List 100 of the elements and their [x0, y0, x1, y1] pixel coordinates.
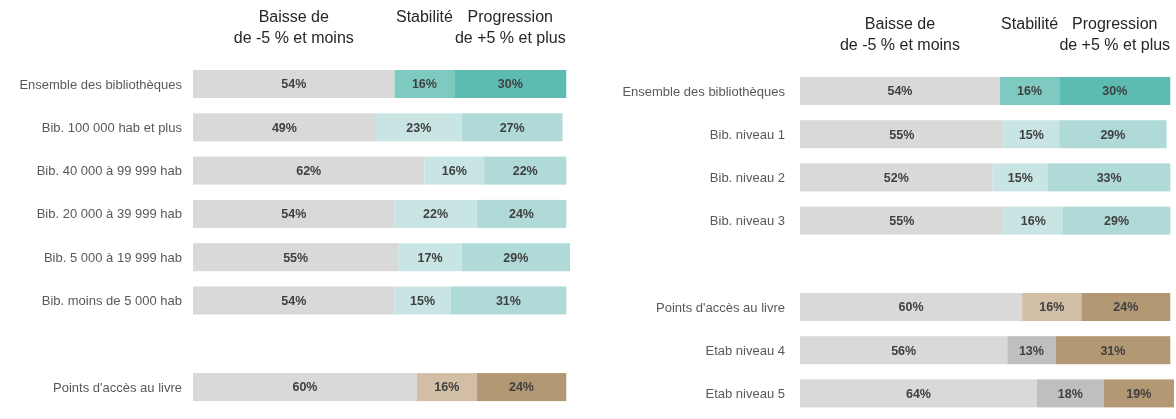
bar [800, 379, 1037, 408]
bar [1059, 77, 1171, 105]
data-label: 16% [1039, 300, 1065, 315]
series-label: Baisse de de -5 % et moins [233, 8, 354, 46]
y-tick-label: Ensemble des bibliothèques [19, 76, 183, 92]
data-label: 17% [417, 250, 443, 265]
data-label: 24% [508, 380, 534, 395]
bar [193, 286, 395, 315]
data-label: 29% [503, 250, 529, 265]
bar [800, 163, 993, 192]
bar [193, 156, 425, 185]
data-label: 15% [1007, 170, 1033, 185]
data-label: 54% [281, 77, 307, 92]
data-label: 56% [891, 343, 917, 358]
bar [1055, 336, 1171, 365]
series-label: Baisse de de -5 % et moins [839, 15, 961, 53]
bar [193, 113, 376, 142]
y-tick-label: Bib. 40 000 à 99 999 hab [36, 163, 182, 179]
data-label: 19% [1126, 386, 1152, 401]
text: Stabilité [395, 8, 453, 25]
bar [476, 199, 567, 228]
data-label: 29% [1100, 127, 1126, 142]
bar [193, 199, 395, 228]
y-tick-label: Bib. moins de 5 000 hab [41, 293, 182, 309]
data-label: 22% [423, 207, 449, 222]
data-label: 16% [434, 380, 460, 395]
data-label: 49% [271, 120, 297, 135]
data-label: 13% [1018, 343, 1044, 358]
y-tick-label: Ensemble des bibliothèques [622, 83, 786, 99]
data-label: 30% [1102, 84, 1128, 99]
bar [1007, 336, 1056, 365]
bar [416, 373, 477, 402]
bar [1081, 293, 1171, 321]
data-label: 55% [889, 127, 915, 142]
bar [461, 113, 563, 142]
data-label: 15% [1018, 127, 1044, 142]
data-label: 60% [292, 380, 318, 395]
bar [1059, 120, 1167, 149]
bar [1103, 379, 1174, 408]
y-tick-label: Points d'accès au livre [656, 299, 785, 315]
data-label: 16% [441, 163, 467, 178]
bar [193, 243, 399, 272]
bar [398, 243, 462, 272]
data-label: 23% [406, 120, 432, 135]
bar [800, 120, 1004, 149]
bar [424, 156, 485, 185]
data-label: 54% [887, 84, 913, 99]
bar [454, 70, 567, 98]
y-tick-label: Bib. 20 000 à 39 999 hab [36, 206, 182, 222]
bar [999, 77, 1060, 105]
bar [193, 373, 417, 402]
data-label: 30% [497, 77, 523, 92]
bar [800, 77, 1000, 105]
bar [461, 243, 570, 272]
data-label: 60% [898, 300, 924, 315]
bar [800, 293, 1023, 321]
data-label: 16% [411, 77, 437, 92]
bar [1062, 206, 1171, 235]
data-label: 55% [889, 213, 915, 228]
data-label: 27% [499, 120, 525, 135]
bar [800, 336, 1008, 365]
data-label: 24% [1113, 300, 1139, 315]
y-tick-label: Bib. 5 000 à 19 999 hab [43, 249, 182, 265]
data-label: 18% [1057, 386, 1083, 401]
data-label: 52% [883, 170, 909, 185]
data-label: 31% [495, 293, 521, 308]
bar [375, 113, 462, 142]
data-label: 64% [905, 386, 932, 401]
y-tick-label: Points d'accès au livre [53, 379, 182, 395]
y-tick-label: Bib. niveau 1 [709, 126, 785, 142]
data-label: 55% [283, 250, 309, 265]
data-label: 24% [508, 207, 534, 222]
bar [476, 373, 567, 402]
bar [1003, 206, 1063, 235]
series-label: Progression de +5 % et plus [454, 8, 566, 46]
series-label: Progression de +5 % et plus [1059, 15, 1171, 53]
data-label: 62% [296, 163, 322, 178]
data-label: 16% [1020, 213, 1046, 228]
bar [800, 206, 1004, 235]
data-label: 16% [1017, 84, 1043, 99]
data-label: 33% [1096, 170, 1122, 185]
y-tick-label: Bib. niveau 3 [709, 213, 785, 229]
y-tick-label: Etab niveau 5 [705, 385, 785, 401]
data-label: 54% [281, 207, 307, 222]
text: Stabilité [1001, 15, 1059, 32]
y-tick-label: Bib. niveau 2 [709, 169, 785, 185]
data-label: 54% [281, 293, 307, 308]
bar [394, 199, 477, 228]
data-label: 15% [410, 293, 436, 308]
bar [1036, 379, 1104, 408]
data-label: 29% [1104, 213, 1130, 228]
y-tick-label: Bib. 100 000 hab et plus [41, 119, 183, 135]
bar [450, 286, 567, 315]
y-tick-label: Etab niveau 4 [705, 342, 785, 358]
data-label: 22% [512, 163, 538, 178]
bar [484, 156, 567, 185]
bar [193, 70, 395, 98]
bar [1048, 163, 1171, 192]
bar [1022, 293, 1082, 321]
data-label: 31% [1100, 343, 1126, 358]
